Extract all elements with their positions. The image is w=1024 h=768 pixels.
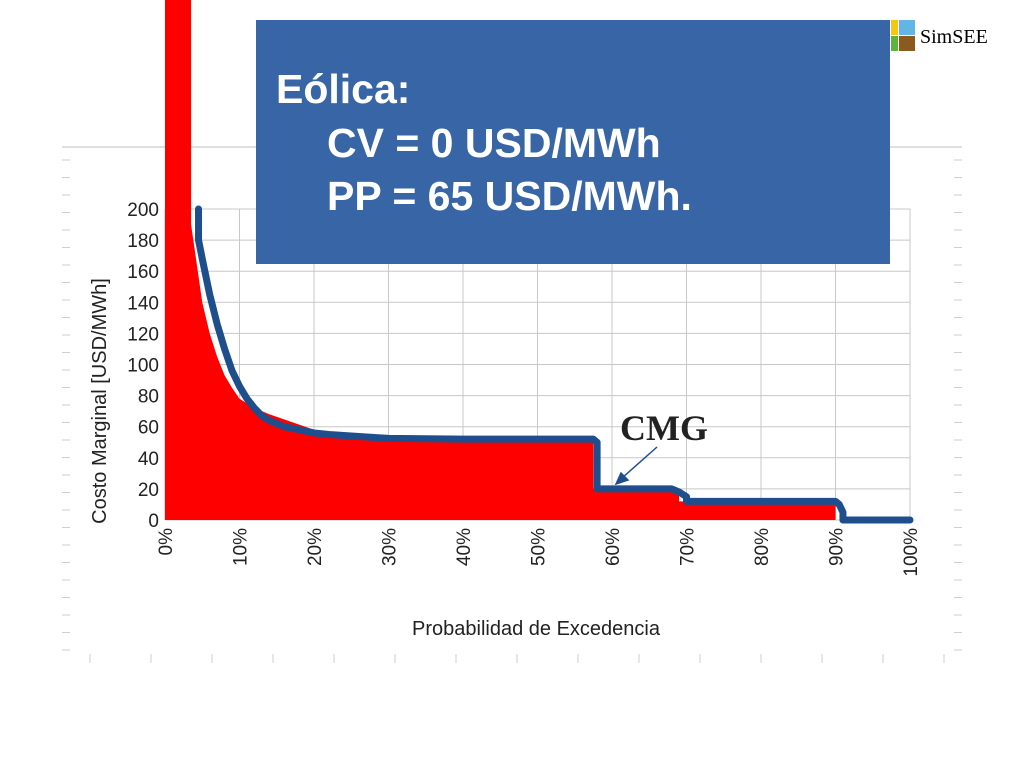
x-tick-label: 0% <box>156 528 177 556</box>
title-text: Eólica: <box>276 66 411 112</box>
x-tick-labels: 0% 10% 20% 30% 40% 50% 60% 70% 80% 90% 100% <box>156 528 922 577</box>
x-tick-label: 90% <box>827 528 848 566</box>
area-fill <box>165 0 910 520</box>
y-tick-labels: 0 20 40 60 80 100 120 140 160 180 200 <box>127 200 159 532</box>
logo-text: SimSEE <box>920 26 988 48</box>
x-tick-label: 70% <box>678 528 699 566</box>
y-tick-label: 100 <box>127 356 159 377</box>
cmg-line <box>195 205 914 524</box>
x-tick-label: 100% <box>901 528 922 577</box>
y-tick-label: 160 <box>127 262 159 283</box>
average-price-text: PP = 65 USD/MWh. <box>327 173 692 219</box>
x-tick-label: 80% <box>752 528 773 566</box>
cmg-arrow <box>614 446 658 486</box>
y-tick-label: 140 <box>127 293 159 314</box>
logo-square-yellow <box>891 20 898 35</box>
cmg-label: CMG <box>620 408 708 448</box>
y-tick-label: 180 <box>127 231 159 252</box>
y-tick-label: 40 <box>138 449 159 470</box>
y-axis-label: Costo Marginal [USD/MWh] <box>89 278 111 524</box>
y-tick-label: 20 <box>138 480 159 501</box>
x-axis-label: Probabilidad de Excedencia <box>412 618 661 640</box>
y-tick-label: 120 <box>127 324 159 345</box>
y-tick-label: 80 <box>138 387 159 408</box>
x-tick-label: 40% <box>454 528 475 566</box>
x-tick-label: 30% <box>380 528 401 566</box>
line-series <box>195 205 914 524</box>
x-tick-label: 60% <box>603 528 624 566</box>
y-tick-label: 200 <box>127 200 159 221</box>
title-box: Eólica: CV = 0 USD/MWh PP = 65 USD/MWh. <box>256 20 890 264</box>
x-tick-label: 20% <box>305 528 326 566</box>
variable-cost-text: CV = 0 USD/MWh <box>327 120 661 166</box>
logo-square-green <box>891 36 898 51</box>
average-annotation: Promedio = 65 USD/MWh <box>224 471 455 493</box>
x-tick-label: 50% <box>529 528 550 566</box>
logo-mark-icon <box>891 20 916 51</box>
area-series <box>165 0 910 520</box>
logo-square-brown <box>899 36 915 51</box>
y-tick-label: 0 <box>148 511 159 532</box>
logo-square-blue <box>899 20 915 35</box>
simsee-logo: SimSEE <box>889 20 1017 52</box>
y-tick-label: 60 <box>138 418 159 439</box>
x-tick-label: 10% <box>231 528 252 566</box>
